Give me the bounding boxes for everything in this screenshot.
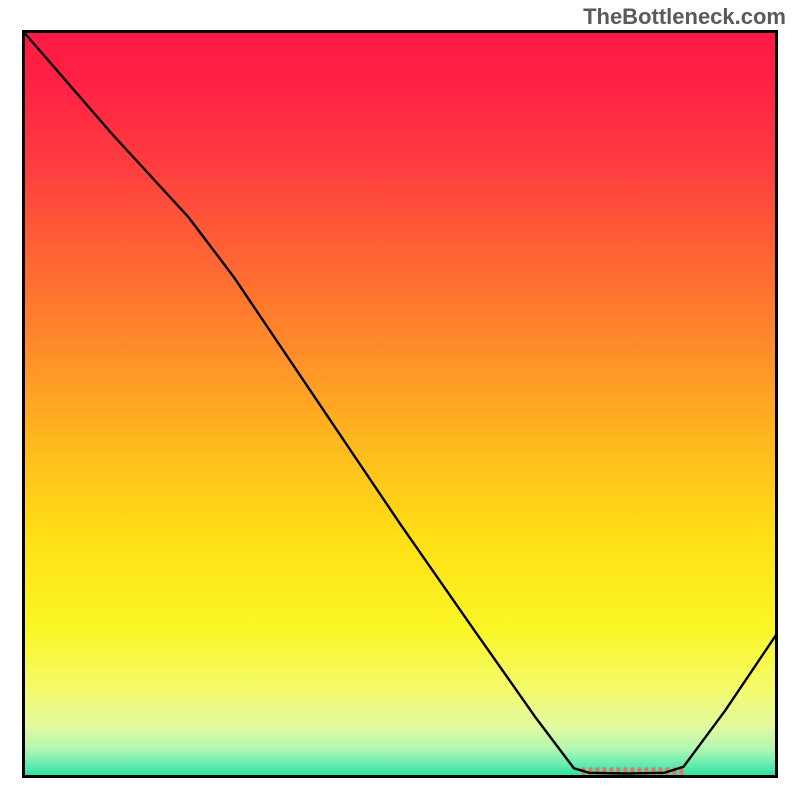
watermark-text: TheBottleneck.com	[583, 4, 786, 30]
plot-area	[22, 30, 778, 778]
bottom-marker-tick	[588, 767, 592, 775]
chart-container: TheBottleneck.com	[0, 0, 800, 800]
chart-svg	[22, 30, 778, 778]
